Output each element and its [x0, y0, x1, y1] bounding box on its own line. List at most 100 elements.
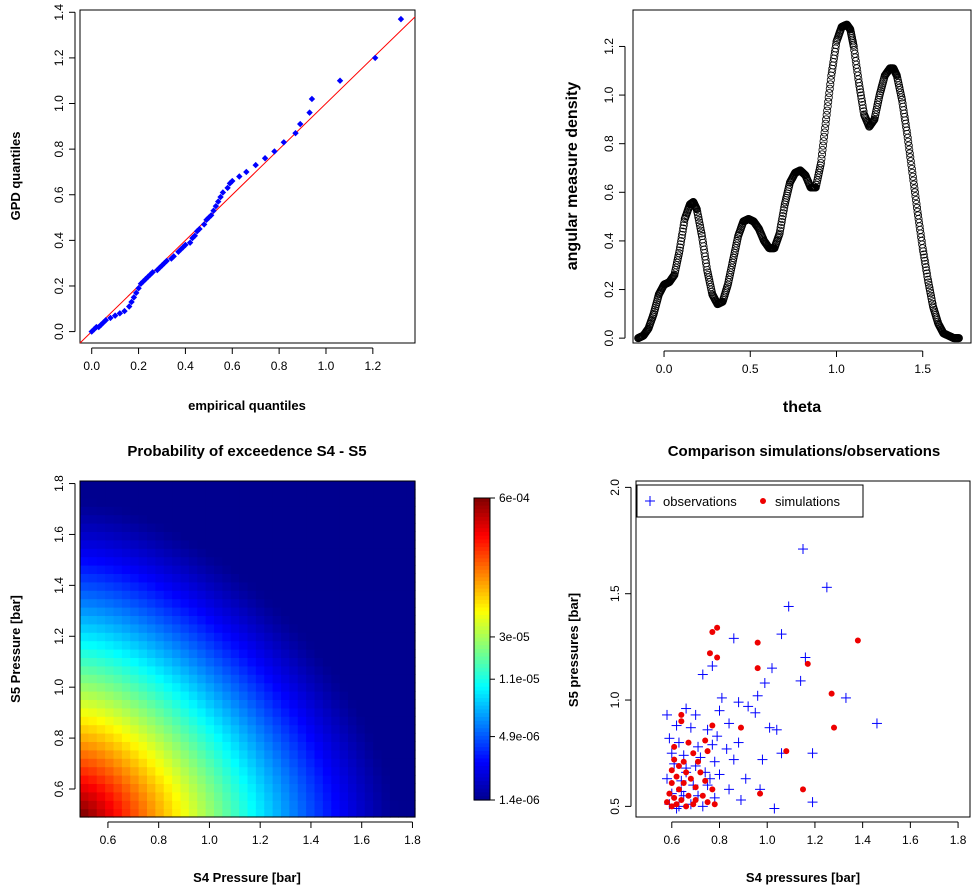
heatmap-cell: [406, 724, 416, 734]
heatmap-cell: [230, 741, 240, 751]
density-marker: [675, 246, 684, 255]
colorbar-segment: [474, 603, 490, 609]
colorbar-frame: [473, 497, 491, 801]
heatmap-cell: [105, 649, 115, 658]
heatmap-cell: [364, 791, 374, 801]
heatmap-cell: [96, 733, 106, 742]
heatmap-cell: [197, 691, 207, 700]
heatmap-cell: [339, 481, 349, 490]
heatmap-cell: [398, 615, 408, 625]
heatmap-cell: [105, 590, 115, 600]
heatmap-cell: [138, 539, 148, 549]
heatmap-cell: [197, 573, 207, 583]
heatmap-cell: [339, 741, 349, 751]
heatmap-cell: [281, 607, 290, 616]
heatmap-cell: [406, 649, 416, 658]
heatmap-cell: [130, 758, 140, 768]
heatmap-xtick-label: 1.4: [303, 833, 320, 847]
density-marker: [678, 230, 687, 239]
heatmap-cell: [281, 497, 290, 507]
heatmap-cell: [322, 523, 332, 532]
comparison-content: 0.6 0.8 1.0 1.2 1.4 1.6 1.80.51.01.52.0: [608, 479, 967, 847]
heatmap-cell: [314, 531, 324, 541]
heatmap-cell: [88, 531, 98, 541]
heatmap-cell: [381, 649, 391, 658]
density-marker: [823, 102, 832, 111]
heatmap-cell: [389, 598, 399, 608]
heatmap-cell: [406, 514, 416, 524]
heatmap-cell: [172, 623, 182, 633]
heatmap-cell: [272, 733, 282, 742]
heatmap-cell: [356, 514, 366, 524]
simulation-point: [697, 769, 704, 776]
heatmap-cell: [389, 766, 399, 776]
comparison-ytick-label: 2.0: [608, 479, 622, 496]
heatmap-cell: [339, 674, 349, 684]
heatmap-cell: [356, 531, 366, 541]
heatmap-cell: [247, 707, 257, 717]
heatmap-cell: [230, 657, 240, 667]
density-marker: [906, 153, 915, 162]
heatmap-cell: [364, 581, 374, 591]
heatmap-cell: [272, 682, 282, 692]
heatmap-cell: [88, 766, 98, 776]
heatmap-cell: [322, 691, 332, 700]
heatmap-cell: [289, 783, 299, 793]
heatmap-cell: [381, 539, 391, 549]
heatmap-cell: [373, 649, 383, 658]
heatmap-cell: [373, 707, 383, 717]
qq-point: [137, 280, 145, 287]
simulation-point: [675, 762, 682, 769]
heatmap-cell: [163, 808, 173, 818]
heatmap-cell: [239, 573, 249, 583]
heatmap-cell: [322, 615, 332, 625]
heatmap-cell: [230, 615, 240, 625]
heatmap-cell: [289, 581, 299, 591]
heatmap-cell: [297, 741, 307, 751]
heatmap-cell: [373, 531, 383, 541]
heatmap-cell: [197, 481, 207, 490]
heatmap-cell: [373, 724, 383, 734]
heatmap-cell: [180, 707, 190, 717]
heatmap-cell: [180, 741, 190, 751]
heatmap-cell: [281, 775, 290, 784]
heatmap-cell: [389, 565, 399, 574]
heatmap-cell: [255, 590, 265, 600]
heatmap-cell: [247, 615, 257, 625]
heatmap-cell: [197, 749, 207, 759]
heatmap-cell: [398, 481, 408, 490]
heatmap-cell: [373, 548, 383, 558]
simulation-point: [711, 801, 718, 808]
heatmap-cell: [197, 556, 207, 566]
heatmap-cell: [188, 800, 198, 810]
heatmap-cell: [247, 691, 257, 700]
qq-point: [261, 155, 269, 162]
heatmap-cell: [314, 674, 324, 684]
heatmap-cell: [339, 657, 349, 667]
comparison-xtick-label: 1.4: [854, 833, 871, 847]
heatmap-cell: [230, 808, 240, 818]
heatmap-cell: [105, 791, 115, 801]
heatmap-cell: [80, 607, 89, 616]
heatmap-cell: [348, 581, 357, 591]
colorbar-segment: [474, 701, 490, 707]
heatmap-cell: [255, 598, 265, 608]
heatmap-cell: [297, 766, 307, 776]
heatmap-cell: [247, 649, 257, 658]
heatmap-cell: [255, 716, 265, 726]
heatmap-cell: [356, 548, 366, 558]
heatmap-cell: [389, 514, 399, 524]
heatmap-cell: [80, 523, 89, 532]
qq-point: [217, 193, 224, 201]
heatmap-cell: [130, 590, 140, 600]
observation-point: [693, 741, 704, 752]
heatmap-cell: [163, 632, 173, 642]
heatmap-cell: [222, 800, 232, 810]
heatmap-cell: [180, 565, 190, 574]
heatmap-cell: [239, 766, 249, 776]
heatmap-cell: [222, 724, 232, 734]
heatmap-cell: [272, 607, 282, 616]
heatmap-cell: [96, 674, 106, 684]
heatmap-cell: [348, 741, 357, 751]
heatmap-cell: [239, 623, 249, 633]
